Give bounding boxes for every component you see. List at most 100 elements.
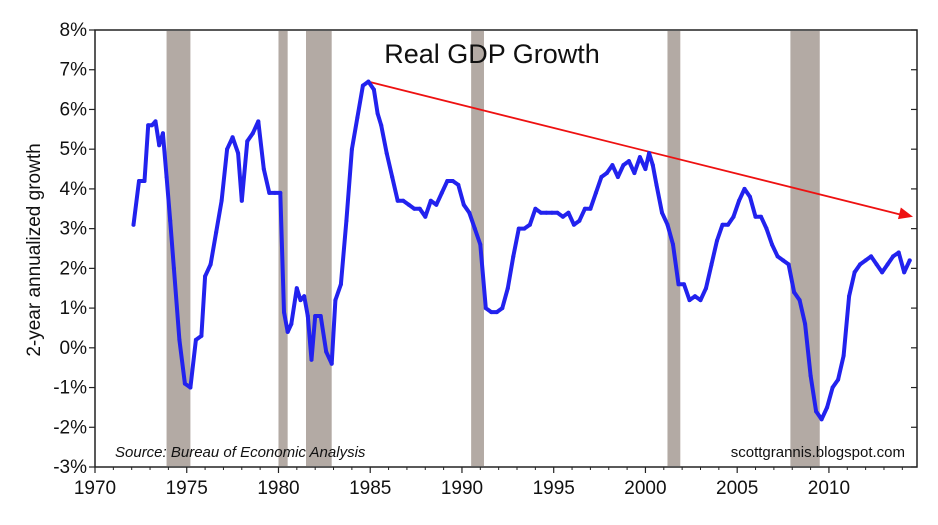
data-point-0-105 <box>665 222 670 227</box>
series-layer <box>131 79 912 422</box>
y-tick-label-7: 4% <box>60 179 88 200</box>
data-point-0-58 <box>412 206 417 211</box>
data-point-0-51 <box>375 111 380 116</box>
data-point-0-90 <box>588 206 593 211</box>
data-point-0-8 <box>164 175 169 179</box>
x-tick-label-3: 1985 <box>349 478 391 499</box>
data-point-0-22 <box>236 151 241 156</box>
data-point-0-23 <box>239 198 244 203</box>
data-point-0-9 <box>168 218 173 223</box>
data-point-0-96 <box>621 163 626 168</box>
data-point-0-15 <box>199 333 204 338</box>
data-point-0-44 <box>338 282 343 287</box>
data-point-0-21 <box>230 135 235 140</box>
data-point-0-129 <box>797 298 802 303</box>
data-point-0-46 <box>349 147 354 152</box>
data-point-0-36 <box>302 294 307 299</box>
x-tick-label-5: 1995 <box>533 478 575 499</box>
data-point-0-30 <box>278 190 283 195</box>
data-point-0-33 <box>289 322 294 326</box>
data-point-0-79 <box>527 222 532 227</box>
data-point-0-32 <box>285 329 290 334</box>
data-point-0-147 <box>896 250 901 255</box>
chart-title: Real GDP Growth <box>384 39 600 69</box>
y-tick-label-0: -3% <box>53 457 87 478</box>
data-point-0-14 <box>193 337 198 342</box>
data-point-0-48 <box>360 83 365 88</box>
source-annotation: Source: Bureau of Economic Analysis <box>115 444 366 461</box>
data-point-0-66 <box>456 182 461 187</box>
data-point-0-89 <box>582 206 587 211</box>
data-point-0-62 <box>434 202 439 207</box>
data-point-0-120 <box>748 194 752 199</box>
data-point-0-42 <box>329 361 334 366</box>
data-point-0-134 <box>825 405 830 410</box>
data-point-0-56 <box>401 198 406 203</box>
site-annotation: scottgrannis.blogspot.com <box>731 444 905 461</box>
data-point-0-139 <box>852 270 857 275</box>
data-point-0-59 <box>417 206 422 211</box>
data-point-0-88 <box>577 218 582 223</box>
data-point-0-29 <box>272 190 277 195</box>
recession-band-0 <box>166 31 191 466</box>
data-point-0-18 <box>214 230 219 235</box>
data-point-0-85 <box>560 214 565 219</box>
y-tick-label-8: 5% <box>60 139 88 160</box>
data-point-0-54 <box>390 175 395 179</box>
data-point-0-38 <box>309 357 314 362</box>
data-point-0-10 <box>171 266 176 271</box>
data-point-0-69 <box>472 226 477 231</box>
data-point-0-19 <box>219 198 224 203</box>
data-point-0-72 <box>489 310 494 315</box>
data-point-0-93 <box>604 171 609 175</box>
data-point-0-130 <box>803 322 808 326</box>
data-point-0-92 <box>599 175 604 179</box>
data-point-0-24 <box>245 139 250 144</box>
y-axis: -3% -2% -1% 0% 1% 2% 3% 4% 5% 6% 7% 8% <box>53 20 917 478</box>
data-point-0-125 <box>775 254 780 259</box>
data-point-0-122 <box>759 214 763 219</box>
data-point-0-94 <box>610 163 615 168</box>
data-point-0-135 <box>830 385 835 390</box>
data-point-0-20 <box>225 147 230 152</box>
data-point-0-27 <box>261 167 266 171</box>
x-tick-label-0: 1970 <box>74 478 116 499</box>
data-point-0-100 <box>643 167 648 171</box>
y-tick-label-10: 7% <box>60 60 88 81</box>
data-point-0-3 <box>146 123 151 128</box>
data-point-0-34 <box>294 286 299 291</box>
data-point-0-114 <box>715 238 719 243</box>
data-point-0-76 <box>511 254 516 259</box>
data-point-0-47 <box>355 115 360 120</box>
data-point-0-115 <box>720 222 725 227</box>
data-point-0-131 <box>808 373 813 378</box>
data-point-0-67 <box>461 202 466 207</box>
data-point-0-110 <box>693 294 697 299</box>
y-tick-label-5: 2% <box>60 258 88 279</box>
data-point-0-124 <box>770 242 774 247</box>
data-point-0-35 <box>298 298 303 303</box>
data-point-0-78 <box>522 226 527 231</box>
data-point-0-31 <box>282 310 286 315</box>
trend-arrow <box>368 80 913 220</box>
data-point-0-1 <box>137 179 141 183</box>
x-tick-label-2: 1980 <box>257 478 299 499</box>
data-point-0-146 <box>891 254 896 259</box>
data-point-0-99 <box>637 155 642 160</box>
data-point-0-111 <box>698 298 703 303</box>
data-point-0-116 <box>726 222 730 227</box>
data-point-0-137 <box>841 353 846 358</box>
y-tick-label-11: 8% <box>60 20 88 41</box>
data-point-0-128 <box>792 290 797 295</box>
data-point-0-25 <box>250 131 255 136</box>
trend-line <box>368 80 906 217</box>
data-point-0-0 <box>131 222 136 227</box>
data-point-0-81 <box>538 210 543 215</box>
data-point-0-103 <box>654 182 659 187</box>
data-point-0-11 <box>177 337 182 342</box>
data-point-0-95 <box>615 175 620 179</box>
data-point-0-87 <box>571 222 576 227</box>
data-point-0-39 <box>313 314 318 318</box>
data-point-0-74 <box>500 306 505 311</box>
